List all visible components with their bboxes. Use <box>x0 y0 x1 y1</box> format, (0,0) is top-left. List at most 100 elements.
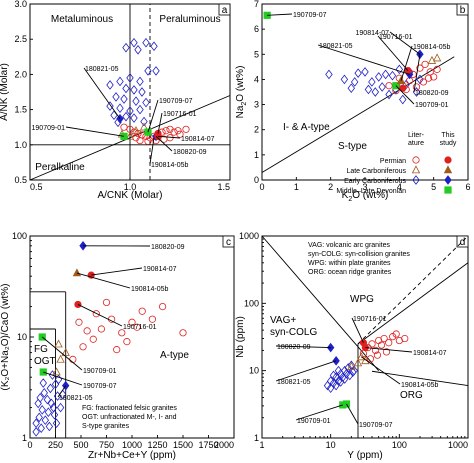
a-annot-190814-07: 190814-07 <box>181 136 215 143</box>
d-late_carboniferous-literature-point-2-1 <box>357 352 366 361</box>
d-permian-literature-point-1-12 <box>366 355 375 363</box>
b-early_carboniferous-literature-point-0-2 <box>350 77 359 87</box>
c-annot-190814-05b-leader <box>76 272 131 289</box>
c-early_carboniferous-literature-point-0-19 <box>37 423 45 434</box>
b-permian-literature-point-1-12 <box>426 68 434 76</box>
c-xtick-label-7: 1750 <box>198 440 218 450</box>
a-early_carboniferous-literature-point-0-6 <box>152 66 160 76</box>
a-ytick-label-2: 1.5 <box>14 105 27 115</box>
b-xtick-label-2: 2 <box>328 182 333 192</box>
c-late_carboniferous-literature-point-2-0 <box>56 354 65 363</box>
c-ytick-label-0: 1 <box>22 433 27 443</box>
panel-c-field-ogt: OGT <box>34 356 56 367</box>
panel-d-key-3: WPG: within plate granites <box>308 260 391 267</box>
c-xtick-label-8: 2000 <box>214 440 234 450</box>
d-ytick-label-0: 1 <box>254 433 259 443</box>
panel-a-points <box>106 37 190 145</box>
panel-d-key-1: VAG: volcanic arc granites <box>308 242 390 249</box>
b-early_carboniferous-literature-point-0-13 <box>395 64 404 75</box>
c-permian-literature-point-1-3 <box>97 325 106 333</box>
a-xtick-label-2: 1.5 <box>217 182 230 192</box>
b-early_carboniferous-literature-point-0-0 <box>325 69 333 80</box>
b-ytick-label-3: 3 <box>254 100 259 110</box>
a-line-diagonal <box>29 95 231 181</box>
d-annot-180821-05: 180821-05 <box>277 379 311 386</box>
panel-c-letter-box <box>222 235 235 248</box>
a-ytick-label-1: 1.0 <box>14 140 27 150</box>
legend-col-literature: Liter-ature <box>408 132 425 147</box>
a-annot-190709-01: 190709-01 <box>32 125 66 132</box>
d-annot-190709-07-leader <box>346 403 359 425</box>
b-early_carboniferous-literature-point-0-15 <box>385 89 393 100</box>
legend-row-devonian: Middle–Late Devonian <box>336 188 406 195</box>
panel-a-ticks: 0.5 1.0 1.5 0.5 1.0 1.5 2.0 2.5 3.0 <box>14 0 231 192</box>
a-early_carboniferous-literature-point-0-19 <box>116 103 124 114</box>
b-annot-190709-07: 190709-07 <box>293 12 327 19</box>
legend-lit-late_carboniferous <box>411 165 421 174</box>
a-late_carboniferous-literature-point-2-2 <box>131 126 141 135</box>
c-permian-literature-point-1-5 <box>118 329 126 337</box>
b-annot-190716-01: 190716-01 <box>379 34 413 41</box>
b-early_carboniferous-literature-point-0-4 <box>361 67 369 77</box>
panel-c-note-2: OGT: unfractionated M-, I- and <box>82 414 177 421</box>
c-devonian-this_study-point-6-1 <box>39 368 47 376</box>
a-early_carboniferous-literature-point-0-23 <box>122 111 130 122</box>
b-ytick-label-4: 4 <box>254 74 259 84</box>
b-early_carboniferous-literature-point-0-6 <box>375 72 383 82</box>
c-xtick-label-2: 500 <box>73 440 88 450</box>
panel-d-points <box>323 330 409 409</box>
c-late_carboniferous-literature-point-2-1 <box>52 367 61 376</box>
c-permian-literature-point-1-10 <box>75 318 83 326</box>
b-ytick-label-5: 5 <box>254 49 259 59</box>
b-early_carboniferous-literature-point-0-7 <box>381 69 390 80</box>
panel-b-field-ia-type: I- & A-type <box>283 122 330 133</box>
b-permian-literature-point-1-0 <box>385 82 393 90</box>
a-xtick-label-0: 0.5 <box>30 182 43 192</box>
panel-c-annotations: 180820-09 190814-07 190814-05b 190716-01 190… <box>41 244 185 402</box>
a-permian-literature-point-1-16 <box>144 137 152 145</box>
a-annot-190716-01-leader <box>157 112 163 134</box>
c-xtick-label-6: 1500 <box>173 440 193 450</box>
a-annot-190814-05b-leader <box>149 137 155 165</box>
a-early_carboniferous-literature-point-0-17 <box>142 97 150 108</box>
d-xtick-label-2: 100 <box>392 440 407 450</box>
panel-d-letter: d <box>460 237 466 248</box>
panel-c-xlabel: Zr+Nb+Ce+Y (ppm) <box>88 450 176 461</box>
d-annot-180820-09-leader <box>275 345 331 349</box>
panel-a-letter-box <box>218 3 231 16</box>
a-early_carboniferous-literature-point-0-11 <box>122 83 130 94</box>
d-permian-literature-point-1-5 <box>377 341 386 349</box>
c-early_carboniferous-literature-point-0-4 <box>44 407 53 418</box>
b-xtick-label-1: 1 <box>294 182 299 192</box>
c-early_carboniferous-literature-point-0-21 <box>52 418 61 429</box>
legend-row-late-carboniferous: Late Carboniferous <box>346 168 406 175</box>
c-early_carboniferous-literature-point-0-13 <box>34 398 42 409</box>
c-early_carboniferous-literature-point-0-10 <box>40 388 48 398</box>
c-annot-190716-01: 190716-01 <box>123 324 157 331</box>
b-early_carboniferous-literature-point-0-1 <box>340 74 349 85</box>
b-early_carboniferous-this_study-point-4-0 <box>416 49 424 60</box>
c-permian-literature-point-1-14 <box>123 338 131 346</box>
c-annot-190716-01-leader <box>77 304 123 327</box>
c-permian-literature-point-1-6 <box>128 318 136 326</box>
c-annot-190814-07: 190814-07 <box>143 266 177 273</box>
a-early_carboniferous-literature-point-0-21 <box>136 104 144 115</box>
panel-d-annotations: 190716-01 180820-09 180821-05 190814-07 1908… <box>275 316 447 429</box>
d-early_carboniferous-literature-point-0-18 <box>329 370 338 381</box>
a-early_carboniferous-literature-point-0-3 <box>134 44 142 55</box>
d-line-dashed <box>357 235 469 345</box>
b-permian-literature-point-1-9 <box>419 78 427 86</box>
panel-b-xlabel: K2O (wt%) <box>342 190 389 203</box>
d-annot-190709-01: 190709-01 <box>297 418 331 425</box>
legend-study-early_carboniferous <box>444 175 452 185</box>
a-early_carboniferous-literature-point-0-15 <box>120 94 128 104</box>
panel-c-field-fg: FG <box>34 344 48 355</box>
b-xtick-label-4: 4 <box>397 182 402 192</box>
d-annot-180821-05-leader <box>275 360 337 382</box>
c-late_carboniferous-literature-point-2-2 <box>61 347 70 356</box>
c-annot-190814-07-leader <box>91 267 143 276</box>
a-annot-180821-05-leader <box>83 67 121 120</box>
a-early_carboniferous-literature-point-0-4 <box>150 41 158 52</box>
